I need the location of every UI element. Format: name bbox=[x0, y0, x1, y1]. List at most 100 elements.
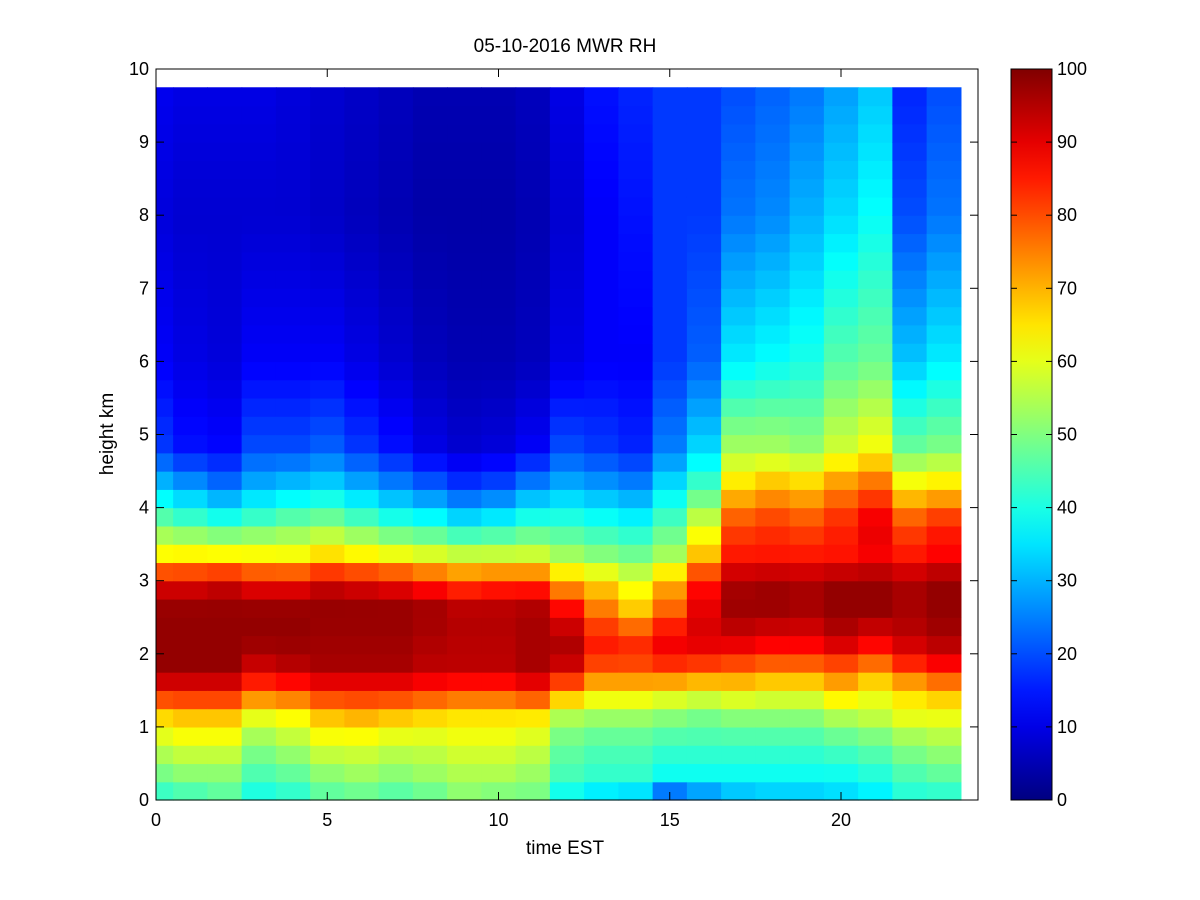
heatmap-cell bbox=[823, 507, 859, 527]
heatmap-cell bbox=[412, 434, 448, 454]
heatmap-cell bbox=[584, 544, 619, 564]
heatmap-cell bbox=[823, 434, 859, 454]
heatmap-cell bbox=[207, 142, 243, 161]
heatmap-cell bbox=[549, 781, 585, 801]
heatmap-cell bbox=[789, 580, 825, 600]
heatmap-cell bbox=[652, 544, 688, 564]
heatmap-cell bbox=[755, 215, 791, 235]
heatmap-cell bbox=[721, 489, 756, 509]
heatmap-cell bbox=[481, 580, 517, 600]
heatmap-cell bbox=[207, 160, 243, 180]
heatmap-cell bbox=[275, 763, 311, 783]
heatmap-cell bbox=[652, 160, 688, 180]
heatmap-cell bbox=[755, 745, 791, 765]
heatmap-cell bbox=[156, 653, 174, 673]
heatmap-cell bbox=[686, 580, 722, 600]
heatmap-cell bbox=[721, 580, 756, 600]
heatmap-cell bbox=[823, 635, 859, 655]
heatmap-cell bbox=[858, 251, 893, 271]
heatmap-cell bbox=[481, 745, 517, 765]
heatmap-cell bbox=[344, 397, 380, 417]
heatmap-cell bbox=[447, 489, 482, 509]
heatmap-cell bbox=[156, 306, 174, 326]
heatmap-cell bbox=[858, 288, 893, 308]
heatmap-cell bbox=[207, 270, 243, 289]
heatmap-cell bbox=[207, 507, 243, 527]
heatmap-cell bbox=[549, 507, 585, 527]
heatmap-cell bbox=[584, 452, 619, 472]
heatmap-cell bbox=[173, 123, 208, 143]
heatmap-cell bbox=[618, 196, 654, 216]
heatmap-cell bbox=[310, 361, 345, 381]
heatmap-cell bbox=[686, 672, 722, 691]
heatmap-cell bbox=[481, 690, 517, 710]
heatmap-cell bbox=[207, 635, 243, 655]
heatmap-cell bbox=[275, 580, 311, 600]
heatmap-cell bbox=[173, 471, 208, 490]
heatmap-cell bbox=[652, 123, 688, 143]
heatmap-cell bbox=[686, 525, 722, 545]
heatmap-cell bbox=[515, 87, 551, 107]
x-tick-label: 0 bbox=[151, 810, 161, 830]
heatmap-cell bbox=[686, 690, 722, 710]
heatmap-cell bbox=[515, 562, 551, 582]
heatmap-cell bbox=[618, 343, 654, 363]
heatmap-cell bbox=[378, 580, 414, 600]
heatmap-cell bbox=[378, 160, 414, 180]
heatmap-cell bbox=[412, 544, 448, 564]
heatmap-cell bbox=[344, 580, 380, 600]
colorbar-tick-label: 60 bbox=[1057, 351, 1077, 371]
heatmap-cell bbox=[481, 142, 517, 161]
heatmap-cell bbox=[241, 544, 277, 564]
heatmap-cell bbox=[721, 672, 756, 691]
heatmap-cell bbox=[275, 745, 311, 765]
heatmap-cell bbox=[858, 562, 893, 582]
heatmap-cell bbox=[275, 251, 311, 271]
heatmap-cell bbox=[344, 672, 380, 691]
heatmap-cell bbox=[481, 434, 517, 454]
heatmap-cell bbox=[652, 617, 688, 637]
heatmap-cell bbox=[515, 525, 551, 545]
heatmap-cell bbox=[156, 471, 174, 490]
heatmap-cell bbox=[447, 562, 482, 582]
heatmap-cell bbox=[412, 215, 448, 235]
heatmap-cell bbox=[412, 105, 448, 125]
heatmap-cell bbox=[344, 324, 380, 344]
heatmap-cell bbox=[241, 123, 277, 143]
heatmap-cell bbox=[892, 471, 928, 490]
heatmap-cell bbox=[652, 562, 688, 582]
heatmap-cell bbox=[344, 434, 380, 454]
heatmap-cell bbox=[549, 745, 585, 765]
heatmap-cell bbox=[926, 270, 962, 289]
heatmap-cell bbox=[892, 251, 928, 271]
heatmap-cell bbox=[789, 142, 825, 161]
heatmap-cell bbox=[412, 142, 448, 161]
heatmap-cell bbox=[721, 617, 756, 637]
heatmap-cell bbox=[618, 562, 654, 582]
heatmap-cell bbox=[755, 452, 791, 472]
heatmap-cell bbox=[481, 160, 517, 180]
heatmap-cell bbox=[310, 215, 345, 235]
heatmap-cell bbox=[789, 525, 825, 545]
heatmap-cell bbox=[858, 452, 893, 472]
heatmap-cell bbox=[241, 635, 277, 655]
heatmap-cell bbox=[549, 270, 585, 289]
heatmap-cell bbox=[156, 233, 174, 253]
heatmap-cell bbox=[481, 215, 517, 235]
heatmap-cell bbox=[789, 617, 825, 637]
heatmap-cell bbox=[686, 489, 722, 509]
heatmap-cell bbox=[755, 251, 791, 271]
heatmap-cell bbox=[584, 562, 619, 582]
heatmap-cell bbox=[515, 617, 551, 637]
heatmap-cell bbox=[173, 324, 208, 344]
heatmap-cell bbox=[156, 580, 174, 600]
heatmap-cell bbox=[549, 196, 585, 216]
heatmap-cell bbox=[823, 196, 859, 216]
heatmap-cell bbox=[481, 653, 517, 673]
heatmap-cell bbox=[652, 452, 688, 472]
heatmap-cell bbox=[755, 580, 791, 600]
heatmap-cell bbox=[344, 306, 380, 326]
heatmap-cell bbox=[721, 160, 756, 180]
heatmap-cell bbox=[584, 288, 619, 308]
heatmap-cell bbox=[310, 142, 345, 161]
